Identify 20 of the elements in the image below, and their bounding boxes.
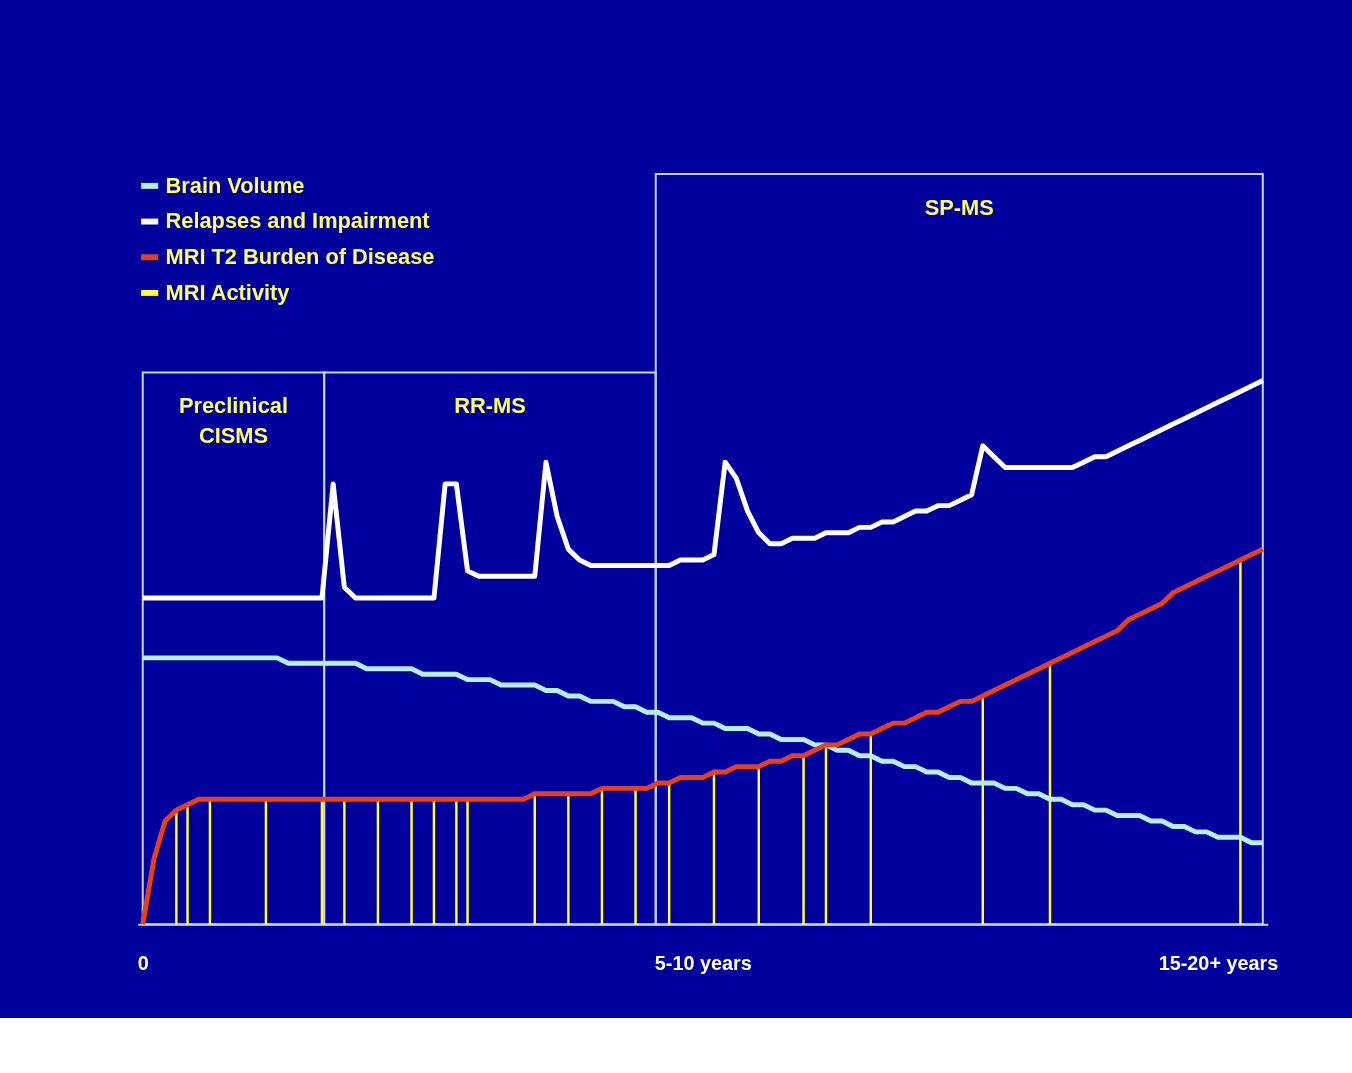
legend-label: MRI Activity [165,279,290,305]
text: SP-MS [924,194,994,220]
bar [343,799,346,925]
bar [186,804,189,925]
legend-label: Brain Volume [165,172,305,198]
bar [802,755,805,925]
bar [455,799,458,925]
annotation: Preclinical CISMS [178,393,288,448]
bar [466,799,469,925]
bar [410,799,413,925]
bar [634,788,637,925]
legend-label: MRI T2 Burden of Disease [165,244,435,270]
annotation: RR-MS [454,393,526,419]
x-tick-label: 5-10 years [654,952,752,975]
bar [175,810,178,925]
bar [567,793,570,925]
x-tick-label: 15-20+ years [1158,952,1279,975]
bar [1239,560,1242,925]
legend-label: Relapses and Impairment [165,208,430,234]
x-tick-label: 0 [137,952,149,975]
